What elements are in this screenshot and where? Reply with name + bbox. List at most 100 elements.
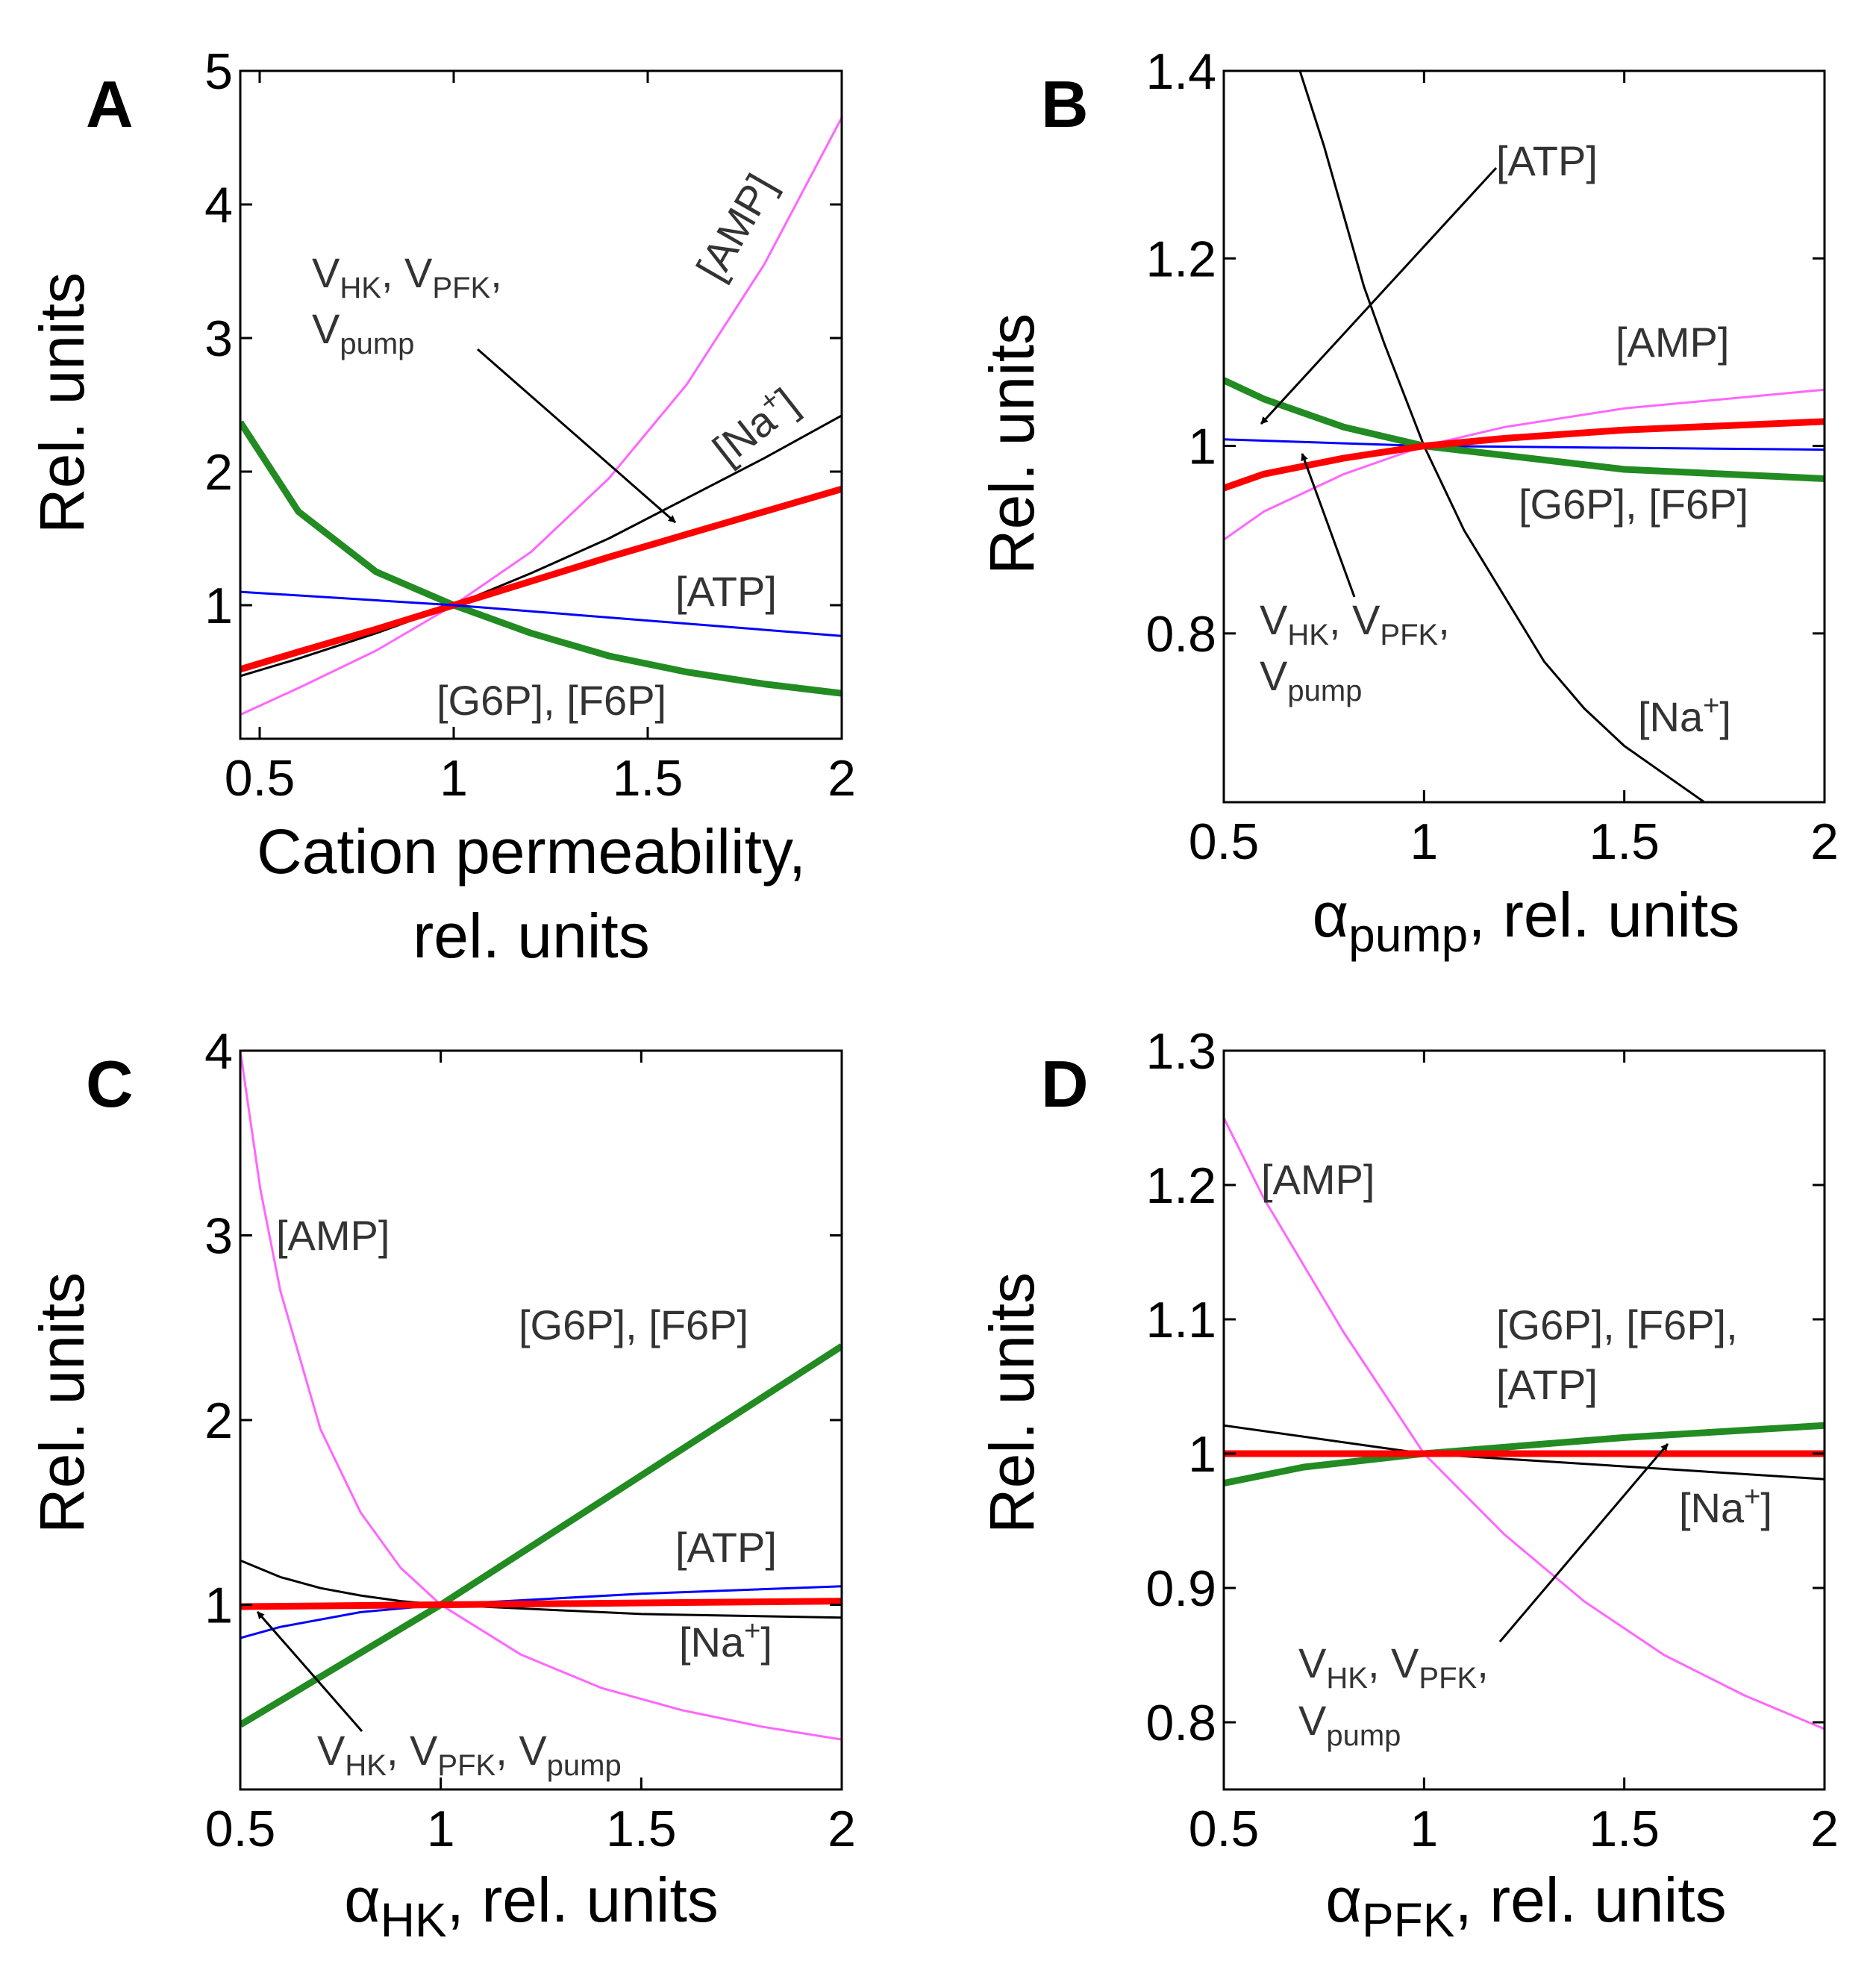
- label-g6p-f6p-d-line2: [ATP]: [1496, 1361, 1598, 1408]
- label-v-d-line1: VHK, VPFK,: [1298, 1639, 1489, 1695]
- x-tick-label-a: 1: [440, 750, 468, 807]
- y-tick-label-a: 2: [204, 444, 233, 501]
- series-line-c-vhk-vpfk-vpump: [240, 1598, 842, 1610]
- series-line-b-na: [1298, 71, 1705, 802]
- x-tick-label-c: 0.5: [205, 1801, 276, 1857]
- label-g6p-f6p-a: [G6P], [F6P]: [437, 677, 666, 724]
- y-tick-label-a: 4: [204, 177, 233, 234]
- plot-frame-d: [1222, 1049, 1826, 1791]
- panel-label-d: D: [1041, 1047, 1089, 1121]
- y-axis-label-b: Rel. units: [977, 313, 1047, 575]
- label-na-d: [Na+]: [1679, 1481, 1772, 1531]
- x-axis-label-a-line1: Cation permeability,: [257, 816, 806, 887]
- series-line-a-atp: [240, 590, 842, 637]
- panel-label-b: B: [1041, 67, 1089, 141]
- x-tick-label-b: 1.5: [1589, 813, 1660, 870]
- y-tick-label-c: 1: [204, 1578, 233, 1634]
- x-tick-label-d: 1: [1410, 1801, 1438, 1857]
- label-na-a: [Na+]: [702, 377, 807, 474]
- label-g6p-f6p-d-line1: [G6P], [F6P],: [1496, 1301, 1738, 1348]
- y-tick-label-d: 0.8: [1145, 1695, 1216, 1751]
- arrow-v-b: [1301, 453, 1356, 598]
- y-tick-label-a: 5: [204, 43, 233, 100]
- series-line-a-g6p-f6p: [240, 420, 842, 697]
- series-line-b-vhk-vpfk-vpump: [1224, 418, 1825, 492]
- arrow-v-d: [1498, 1443, 1669, 1642]
- panel-d: D Rel. units αPFK, rel. units 0.5 1 1.5 20.…: [977, 1023, 1839, 1947]
- panel-label-c: C: [86, 1047, 134, 1121]
- y-tick-label-d: 0.9: [1145, 1560, 1216, 1617]
- arrow-v-c: [256, 1611, 363, 1732]
- x-tick-label-c: 2: [828, 1801, 856, 1857]
- arrow-v-a: [477, 348, 676, 524]
- x-tick-label-a: 2: [828, 750, 856, 807]
- y-tick-label-d: 1.1: [1145, 1292, 1216, 1348]
- plot-area-a: 0.5 1 1.5 2 1 2 3 4 5: [204, 43, 856, 807]
- x-tick-label-a: 1.5: [613, 750, 684, 807]
- y-tick-label-c: 2: [204, 1392, 233, 1449]
- series-line-c-amp: [240, 1051, 842, 1741]
- series-line-a-amp: [240, 116, 842, 716]
- label-g6p-f6p-b: [G6P], [F6P]: [1519, 481, 1748, 528]
- label-na-c: [Na+]: [679, 1616, 772, 1666]
- x-axis-label-a-line2: rel. units: [413, 901, 649, 971]
- panel-label-a: A: [86, 67, 134, 141]
- x-tick-label-d: 2: [1810, 1801, 1839, 1857]
- x-tick-label-c: 1: [427, 1801, 455, 1857]
- series-group-b: [1224, 71, 1825, 802]
- x-tick-label-b: 2: [1810, 813, 1839, 870]
- label-amp-b: [AMP]: [1616, 319, 1729, 366]
- label-amp-c: [AMP]: [276, 1212, 390, 1259]
- label-amp-d: [AMP]: [1261, 1156, 1375, 1203]
- plot-area-d: 0.5 1 1.5 2 0.8 0.9 1 1.1 1.2 1.3: [1145, 1023, 1838, 1857]
- panel-b: B Rel. units αpump, rel. units 0.5 1 1.5 2 0…: [977, 43, 1839, 962]
- y-axis-label-d: Rel. units: [977, 1272, 1047, 1533]
- x-tick-label-c: 1.5: [606, 1801, 677, 1857]
- panel-c: C Rel. units αHK, rel. units 0.5 1 1.5 2 1 2 3…: [27, 1023, 856, 1947]
- y-axis-label-a: Rel. units: [27, 272, 97, 534]
- arrow-atp-b: [1260, 166, 1498, 425]
- label-v-b-line1: VHK, VPFK,: [1260, 596, 1450, 651]
- plot-frame-a: [239, 69, 843, 740]
- label-v-a-line1: VHK, VPFK,: [312, 249, 502, 304]
- x-tick-label-b: 0.5: [1189, 813, 1260, 870]
- x-axis-label-d: αPFK, rel. units: [1325, 1865, 1726, 1947]
- x-tick-label-a: 0.5: [225, 750, 296, 807]
- series-line-a-vhk-vpfk-vpump: [240, 485, 842, 673]
- y-tick-label-a: 1: [204, 578, 233, 634]
- y-tick-label-c: 4: [204, 1023, 233, 1080]
- x-tick-label-d: 0.5: [1189, 1801, 1260, 1857]
- series-group-a: [240, 116, 842, 716]
- label-v-c: VHK, VPFK, Vpump: [317, 1727, 622, 1782]
- y-tick-label-b: 1.4: [1145, 43, 1216, 100]
- series-line-c-na: [240, 1559, 842, 1619]
- label-atp-a: [ATP]: [675, 568, 777, 615]
- y-tick-label-d: 1: [1188, 1426, 1216, 1483]
- x-tick-label-b: 1: [1410, 813, 1438, 870]
- series-line-a-na: [240, 414, 842, 678]
- plot-frame-b: [1222, 69, 1826, 804]
- panel-a: A Rel. units Cation permeability, rel. u…: [27, 43, 856, 971]
- y-tick-label-d: 1.2: [1145, 1157, 1216, 1214]
- plot-frame-c: [239, 1049, 843, 1791]
- series-line-b-atp: [1224, 438, 1825, 451]
- y-tick-label-a: 3: [204, 310, 233, 367]
- label-atp-b: [ATP]: [1496, 137, 1598, 184]
- label-v-b-line2: Vpump: [1260, 652, 1362, 707]
- y-tick-label-b: 0.8: [1145, 606, 1216, 663]
- label-na-b: [Na+]: [1638, 690, 1731, 740]
- plot-area-b: 0.5 1 1.5 2 0.8 1 1.2 1.4: [1145, 43, 1838, 870]
- label-v-a-line2: Vpump: [312, 305, 414, 360]
- label-atp-c: [ATP]: [675, 1524, 777, 1571]
- label-amp-a: [AMP]: [687, 166, 785, 288]
- series-group-d: [1224, 1117, 1825, 1730]
- y-axis-label-c: Rel. units: [27, 1272, 97, 1533]
- label-g6p-f6p-c: [G6P], [F6P]: [519, 1301, 748, 1348]
- x-axis-label-b: αpump, rel. units: [1313, 880, 1740, 962]
- x-axis-label-c: αHK, rel. units: [344, 1865, 719, 1947]
- label-v-d-line2: Vpump: [1298, 1697, 1401, 1752]
- y-tick-label-b: 1.2: [1145, 231, 1216, 287]
- x-tick-label-d: 1.5: [1589, 1801, 1660, 1857]
- y-tick-label-d: 1.3: [1145, 1023, 1216, 1080]
